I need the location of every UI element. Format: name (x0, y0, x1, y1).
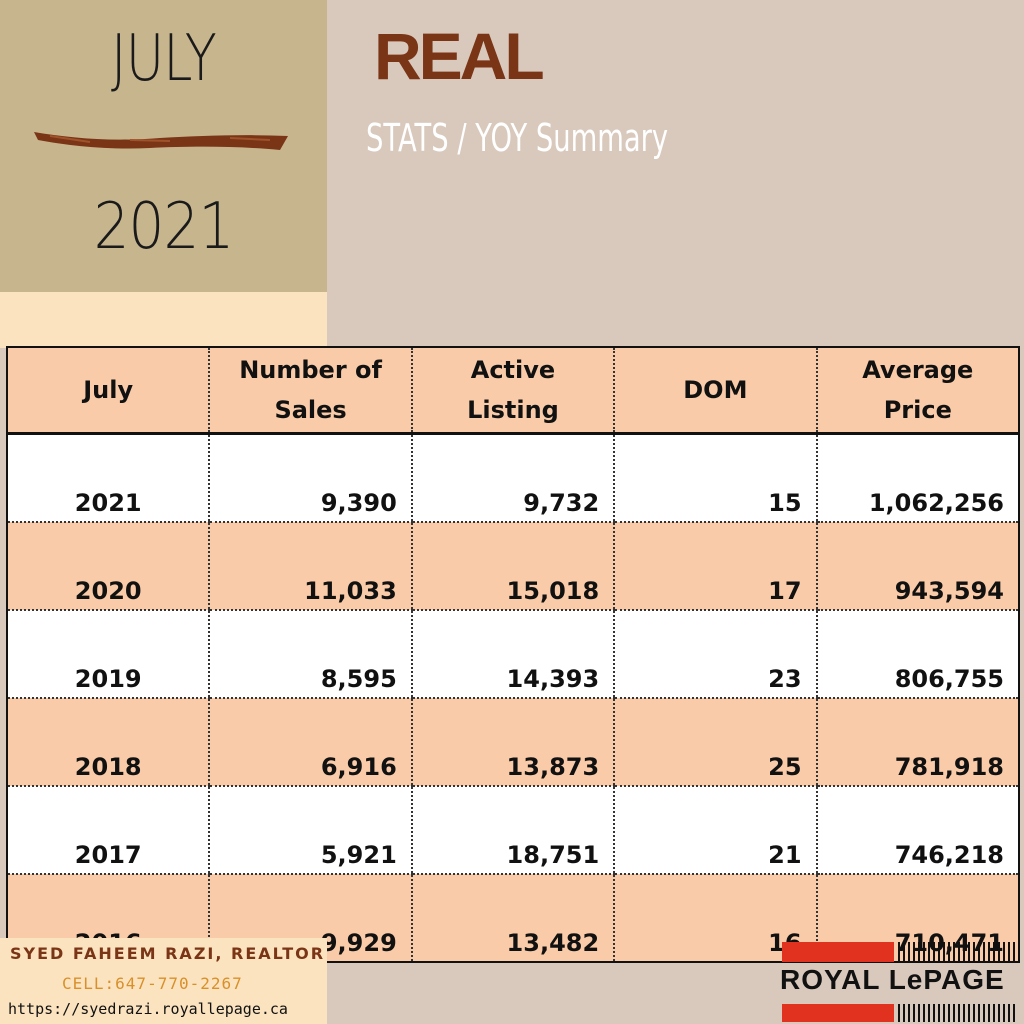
agent-name: SYED FAHEEM RAZI, REALTOR (10, 944, 326, 963)
table-cell: 14,393 (410, 610, 615, 699)
table-row: 2020 11,033 15,018 17 943,594 (7, 522, 1019, 611)
table-cell: 15,018 (410, 522, 615, 611)
table-cell: 13,873 (410, 698, 615, 787)
table-cell: 9,390 (208, 433, 412, 523)
table-cell: 17 (613, 522, 817, 611)
table-row: 2019 8,595 14,393 23 806,755 (7, 610, 1019, 699)
column-header: Active Listing (410, 347, 615, 435)
column-header-text: Average Price (862, 356, 974, 424)
table-cell: 23 (613, 610, 817, 699)
table-cell: 2020 (7, 522, 210, 611)
table-cell: 6,916 (208, 698, 412, 787)
logo-top-red-bar (782, 942, 894, 962)
agent-info-panel (0, 938, 327, 1024)
table-cell: 2019 (7, 610, 210, 699)
table-cell: 15 (613, 433, 817, 523)
table-cell: 25 (613, 698, 817, 787)
table-cell: 21 (613, 786, 817, 875)
column-header-text: Active Listing (467, 356, 559, 424)
month-label: JULY (111, 22, 217, 96)
table-cell: 5,921 (208, 786, 412, 875)
table-row: 2016 9,929 13,482 16 710,471 (7, 874, 1019, 963)
column-header: July (7, 347, 210, 435)
logo-barcode-stripes-top (898, 942, 1015, 962)
stats-table: July Number of Sales Active Listing DOM … (6, 346, 1020, 963)
table-cell: 806,755 (815, 610, 1019, 699)
agent-website-link[interactable]: https://syedrazi.royallepage.ca (8, 1000, 288, 1018)
table-cell: 16 (613, 874, 817, 963)
table-cell: 2017 (7, 786, 210, 875)
logo-barcode-stripes-bottom (898, 1004, 1015, 1022)
column-header: Average Price (815, 347, 1019, 435)
year-label: 2021 (93, 190, 235, 264)
table-cell: 9,732 (410, 433, 615, 523)
month-panel-strip (0, 292, 327, 348)
table-cell: 2021 (7, 433, 210, 523)
table-cell: 2018 (7, 698, 210, 787)
brand-logo: ROYAL LePAGE (780, 964, 1005, 995)
column-header: DOM (613, 347, 817, 435)
page-subtitle: STATS / YOY Summary (366, 116, 669, 160)
table-row: 2018 6,916 13,873 25 781,918 (7, 698, 1019, 787)
table-cell: 11,033 (208, 522, 412, 611)
table-cell: 1,062,256 (815, 433, 1019, 523)
column-header-text: Number of Sales (239, 356, 382, 424)
agent-phone: CELL:647-770-2267 (62, 974, 243, 993)
table-cell: 8,595 (208, 610, 412, 699)
table-row: 2021 9,390 9,732 15 1,062,256 (7, 433, 1019, 523)
table-cell: 781,918 (815, 698, 1019, 787)
table-cell: 13,482 (410, 874, 615, 963)
table-cell: 746,218 (815, 786, 1019, 875)
table-cell: 18,751 (410, 786, 615, 875)
column-header: Number of Sales (208, 347, 412, 435)
table-row: 2017 5,921 18,751 21 746,218 (7, 786, 1019, 875)
logo-bottom-red-bar (782, 1004, 894, 1022)
table-header-row: July Number of Sales Active Listing DOM … (7, 347, 1019, 435)
table-cell: 943,594 (815, 522, 1019, 611)
page-title: REAL (374, 19, 545, 93)
brush-stroke-divider (34, 132, 288, 150)
